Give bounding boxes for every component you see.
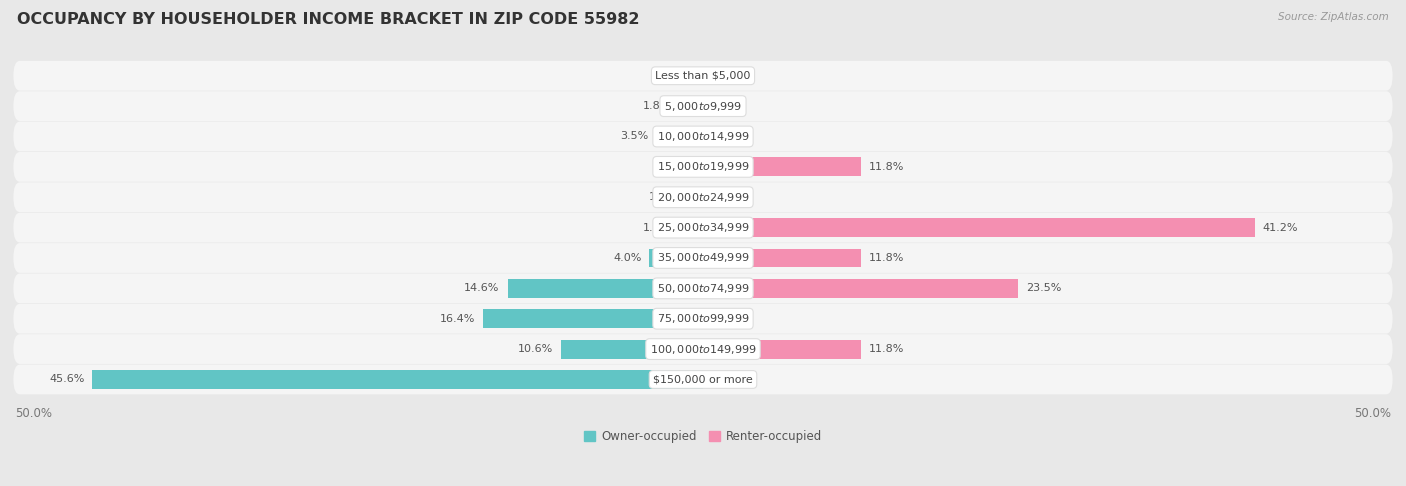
Text: 11.8%: 11.8% [869,162,904,172]
Text: Less than $5,000: Less than $5,000 [655,71,751,81]
FancyBboxPatch shape [14,274,1392,303]
Bar [508,279,703,298]
FancyBboxPatch shape [14,243,1392,273]
Bar [703,248,860,267]
Text: 16.4%: 16.4% [440,314,475,324]
Text: 0.0%: 0.0% [711,192,740,202]
Bar [679,97,703,116]
Text: $50,000 to $74,999: $50,000 to $74,999 [657,282,749,295]
Bar [650,248,703,267]
Text: $100,000 to $149,999: $100,000 to $149,999 [650,343,756,356]
Text: $75,000 to $99,999: $75,000 to $99,999 [657,312,749,325]
Text: 14.6%: 14.6% [464,283,499,294]
FancyBboxPatch shape [14,334,1392,364]
FancyBboxPatch shape [14,304,1392,333]
Text: $5,000 to $9,999: $5,000 to $9,999 [664,100,742,113]
Bar [679,218,703,237]
Text: 1.3%: 1.3% [650,192,678,202]
FancyBboxPatch shape [14,364,1392,394]
Text: 45.6%: 45.6% [49,374,84,384]
Text: $10,000 to $14,999: $10,000 to $14,999 [657,130,749,143]
Text: 1.8%: 1.8% [643,101,671,111]
FancyBboxPatch shape [14,61,1392,90]
Legend: Owner-occupied, Renter-occupied: Owner-occupied, Renter-occupied [579,425,827,448]
Bar [703,157,860,176]
Text: $15,000 to $19,999: $15,000 to $19,999 [657,160,749,174]
Bar [697,157,703,176]
Bar [657,127,703,146]
Text: $20,000 to $24,999: $20,000 to $24,999 [657,191,749,204]
Bar [484,309,703,328]
FancyBboxPatch shape [14,182,1392,212]
Text: 0.0%: 0.0% [711,132,740,141]
FancyBboxPatch shape [14,213,1392,243]
Bar [703,279,1018,298]
Text: OCCUPANCY BY HOUSEHOLDER INCOME BRACKET IN ZIP CODE 55982: OCCUPANCY BY HOUSEHOLDER INCOME BRACKET … [17,12,640,27]
FancyBboxPatch shape [14,122,1392,151]
FancyBboxPatch shape [14,91,1392,121]
Bar [703,218,1254,237]
Bar [93,370,703,389]
Text: Source: ZipAtlas.com: Source: ZipAtlas.com [1278,12,1389,22]
FancyBboxPatch shape [14,152,1392,182]
Text: 0.0%: 0.0% [666,71,695,81]
Bar [561,340,703,359]
Bar [703,340,860,359]
Text: $35,000 to $49,999: $35,000 to $49,999 [657,251,749,264]
Text: 10.6%: 10.6% [517,344,553,354]
Text: 1.8%: 1.8% [643,223,671,233]
Text: 0.0%: 0.0% [711,374,740,384]
Text: 23.5%: 23.5% [1026,283,1062,294]
Text: 4.0%: 4.0% [613,253,641,263]
Text: 0.0%: 0.0% [711,71,740,81]
Text: 0.0%: 0.0% [711,314,740,324]
Text: 41.2%: 41.2% [1263,223,1298,233]
Text: 11.8%: 11.8% [869,253,904,263]
Text: $150,000 or more: $150,000 or more [654,374,752,384]
Text: 3.5%: 3.5% [620,132,648,141]
Text: $25,000 to $34,999: $25,000 to $34,999 [657,221,749,234]
Text: 0.44%: 0.44% [654,162,689,172]
Text: 11.8%: 11.8% [869,344,904,354]
Text: 0.0%: 0.0% [711,101,740,111]
Bar [686,188,703,207]
